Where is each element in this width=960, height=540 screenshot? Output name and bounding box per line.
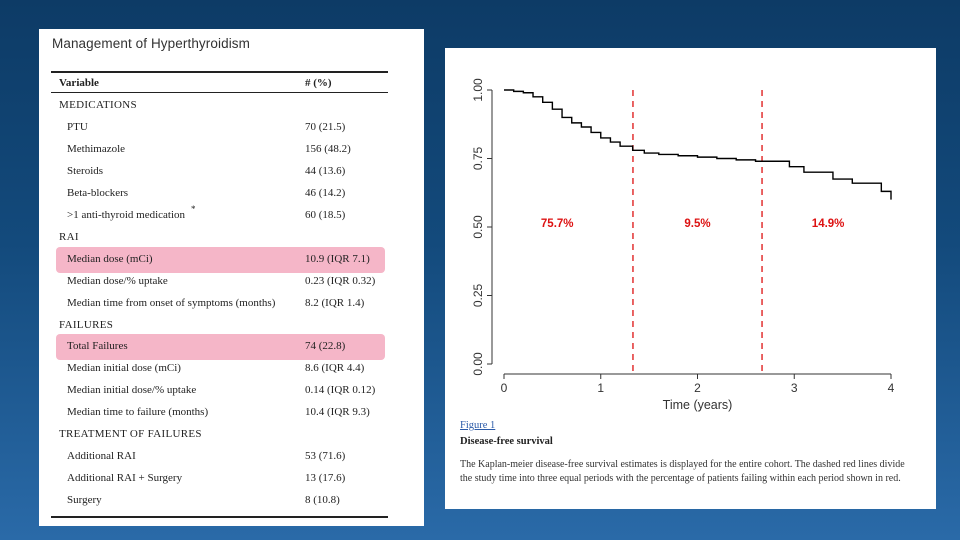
row-label: Steroids xyxy=(67,164,104,177)
figure-title: Disease-free survival xyxy=(460,436,553,447)
y-tick-label: 0.00 xyxy=(471,352,485,376)
row-label: Median dose/% uptake xyxy=(67,274,168,287)
table-header-row: Variable # (%) xyxy=(39,74,424,94)
row-label: Surgery xyxy=(67,494,102,507)
row-value: 13 (17.6) xyxy=(305,472,346,485)
row-label: Median dose (mCi) xyxy=(67,252,153,265)
x-tick-label: 4 xyxy=(888,381,895,395)
section-row: TREATMENT OF FAILURES xyxy=(39,425,424,445)
row-label: Total Failures xyxy=(67,340,128,353)
section-row: MEDICATIONS xyxy=(39,96,424,116)
figure-label[interactable]: Figure 1 xyxy=(460,420,496,431)
row-label: Median initial dose (mCi) xyxy=(67,362,181,375)
table-top-rule xyxy=(51,71,388,73)
header-value: # (%) xyxy=(305,77,332,89)
x-tick-label: 1 xyxy=(597,381,604,395)
survival-chart: 0.00 0.25 0.50 0.75 1.00 0 1 2 3 4 Time (years) 75.… xyxy=(455,78,909,450)
survival-curve xyxy=(504,89,892,200)
row-label: Additional RAI xyxy=(67,450,136,463)
figure-caption: The Kaplan-meier disease-free survival e… xyxy=(460,459,905,484)
row-value: 10.4 (IQR 9.3) xyxy=(305,406,370,419)
row-value: 10.9 (IQR 7.1) xyxy=(305,252,370,265)
table-row: Median initial dose/% uptake 0.14 (IQR 0.… xyxy=(39,381,424,401)
section-label: TREATMENT OF FAILURES xyxy=(59,428,202,441)
row-value: 0.14 (IQR 0.12) xyxy=(305,384,376,397)
period-failure-label: 75.7% xyxy=(541,218,574,230)
table-row: Median dose/% uptake 0.23 (IQR 0.32) xyxy=(39,272,424,292)
table-row: Steroids 44 (13.6) xyxy=(39,162,424,182)
section-label: RAI xyxy=(59,230,79,243)
table-row: Total Failures 74 (22.8) xyxy=(39,334,424,361)
x-tick-label: 0 xyxy=(501,381,508,395)
table-row: Median initial dose (mCi) 8.6 (IQR 4.4) xyxy=(39,359,424,379)
table-row: Median dose (mCi) 10.9 (IQR 7.1) xyxy=(39,246,424,273)
row-label: Additional RAI + Surgery xyxy=(67,472,183,485)
section-label: FAILURES xyxy=(59,318,114,331)
table-row: Median time to failure (months) 10.4 (IQR… xyxy=(39,403,424,423)
table-row: Additional RAI + Surgery 13 (17.6) xyxy=(39,469,424,489)
row-value: 53 (71.6) xyxy=(305,450,346,463)
figure-panel: 0.00 0.25 0.50 0.75 1.00 0 1 2 3 4 Time (years) 75.… xyxy=(445,48,936,509)
y-tick-label: 0.50 xyxy=(471,215,485,239)
x-axis-label: Time (years) xyxy=(663,398,733,412)
row-label: >1 anti-thyroid medication xyxy=(67,208,186,221)
section-row: FAILURES xyxy=(39,316,424,336)
row-value: 74 (22.8) xyxy=(305,340,346,353)
row-label: Median time to failure (months) xyxy=(67,406,209,419)
section-label: MEDICATIONS xyxy=(59,99,137,111)
y-tick-label: 0.75 xyxy=(471,146,485,170)
table-row: Beta-blockers 46 (14.2) xyxy=(39,184,424,204)
table-row: Median time from onset of symptoms (mont… xyxy=(39,294,424,314)
row-value: 60 (18.5) xyxy=(305,208,346,221)
section-row: RAI xyxy=(39,228,424,248)
x-tick-label: 3 xyxy=(791,381,798,395)
row-value: 8.6 (IQR 4.4) xyxy=(305,362,365,375)
table-bottom-rule xyxy=(51,516,388,518)
row-value: 46 (14.2) xyxy=(305,186,346,199)
table-row: Additional RAI 53 (71.6) xyxy=(39,447,424,467)
row-value: 0.23 (IQR 0.32) xyxy=(305,274,376,287)
y-tick-label: 1.00 xyxy=(471,78,485,102)
table-body: Variable # (%) MEDICATIONS PTU 70 (21.5) Me… xyxy=(39,29,424,526)
row-value: 70 (21.5) xyxy=(305,120,346,133)
table-header-rule xyxy=(51,92,388,93)
row-highlight xyxy=(56,334,385,361)
table-panel: Management of Hyperthyroidism Variable #… xyxy=(39,29,424,526)
table-row: Methimazole 156 (48.2) xyxy=(39,140,424,160)
table-row: >1 anti-thyroid medication * 60 (18.5) xyxy=(39,203,424,226)
row-label: Methimazole xyxy=(67,142,126,155)
table-row: Surgery 8 (10.8) xyxy=(39,491,424,511)
table-title: Management of Hyperthyroidism xyxy=(52,36,250,51)
period-failure-label: 14.9% xyxy=(812,218,845,230)
row-label: PTU xyxy=(67,120,88,133)
row-label: Median time from onset of symptoms (mont… xyxy=(67,296,276,309)
x-tick-label: 2 xyxy=(694,381,701,395)
row-highlight xyxy=(56,246,385,273)
y-tick-label: 0.25 xyxy=(471,283,485,307)
row-value: 8 (10.8) xyxy=(305,494,340,507)
row-value: 8.2 (IQR 1.4) xyxy=(305,296,365,309)
table-row: PTU 70 (21.5) xyxy=(39,118,424,138)
row-label: Beta-blockers xyxy=(67,186,129,199)
header-variable: Variable xyxy=(59,77,99,89)
row-label: Median initial dose/% uptake xyxy=(67,384,197,397)
period-failure-label: 9.5% xyxy=(684,218,710,230)
row-value: 156 (48.2) xyxy=(305,142,351,155)
row-value: 44 (13.6) xyxy=(305,164,346,177)
plot-background xyxy=(455,78,909,450)
footnote-marker: * xyxy=(191,203,196,214)
